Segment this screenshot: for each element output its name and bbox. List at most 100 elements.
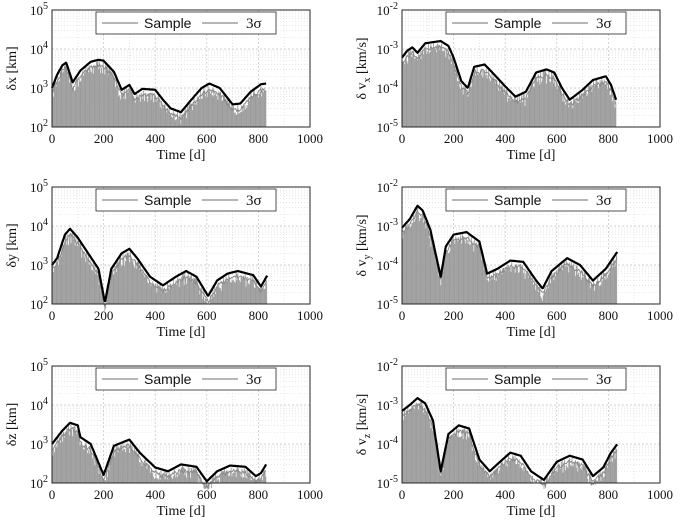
x-tick-label: 600 bbox=[547, 487, 567, 502]
y-tick-label: 104 bbox=[30, 396, 48, 413]
x-tick-label: 800 bbox=[599, 308, 619, 323]
legend-box bbox=[445, 367, 627, 391]
x-tick-label: 800 bbox=[249, 131, 269, 146]
y-tick-label: 10-5 bbox=[377, 474, 398, 491]
panel-dvz: 0 200 400 600 800 1000 10-5 10-4 10-3 10-2 Time [d… bbox=[355, 357, 673, 519]
legend-label-sample: Sample bbox=[144, 371, 192, 387]
x-tick-label: 1000 bbox=[297, 131, 323, 146]
y-axis-label: δx [km] bbox=[5, 46, 20, 90]
series-3sigma-line bbox=[51, 421, 268, 483]
legend-label-3sigma: 3σ bbox=[596, 372, 612, 388]
x-tick-label: 800 bbox=[599, 131, 619, 146]
axes-box bbox=[51, 186, 311, 305]
x-tick-label: 600 bbox=[197, 487, 217, 502]
x-tick-label: 400 bbox=[145, 487, 165, 502]
y-tick-label: 104 bbox=[30, 217, 48, 234]
x-tick-label: 200 bbox=[444, 308, 464, 323]
panel-dz: 0 200 400 600 800 1000 102 103 104 105 Time [d] δz … bbox=[5, 357, 323, 519]
legend-label-sample: Sample bbox=[494, 15, 542, 31]
x-tick-label: 0 bbox=[399, 131, 406, 146]
axes-box bbox=[401, 365, 661, 484]
axes-box bbox=[401, 186, 661, 305]
x-axis-label: Time [d] bbox=[507, 148, 556, 163]
y-axis-label: δ vx [km/s] bbox=[355, 37, 373, 99]
y-tick-label: 10-2 bbox=[377, 357, 398, 374]
x-tick-label: 600 bbox=[547, 308, 567, 323]
x-tick-label: 200 bbox=[94, 487, 114, 502]
y-tick-label: 10-5 bbox=[377, 295, 398, 312]
series-sample bbox=[401, 207, 618, 304]
x-tick-label: 0 bbox=[49, 487, 56, 502]
legend-label-sample: Sample bbox=[144, 192, 192, 208]
x-axis-label: Time [d] bbox=[507, 504, 556, 519]
y-tick-label: 10-2 bbox=[377, 178, 398, 195]
x-tick-label: 400 bbox=[495, 487, 515, 502]
y-axis-label: δ vy [km/s] bbox=[355, 214, 373, 276]
legend-label-sample: Sample bbox=[494, 192, 542, 208]
x-axis-label: Time [d] bbox=[157, 325, 206, 340]
x-tick-label: 0 bbox=[49, 308, 56, 323]
y-tick-label: 10-5 bbox=[377, 118, 398, 135]
y-tick-label: 105 bbox=[30, 1, 48, 18]
y-tick-label: 104 bbox=[30, 40, 48, 57]
series-3sigma-line bbox=[401, 397, 619, 481]
legend: Sample 3σ bbox=[95, 188, 277, 212]
axes-box bbox=[51, 365, 311, 484]
y-tick-label: 105 bbox=[30, 357, 48, 374]
y-tick-label: 10-3 bbox=[377, 217, 398, 234]
x-tick-label: 400 bbox=[145, 131, 165, 146]
x-tick-label: 200 bbox=[94, 308, 114, 323]
x-tick-label: 600 bbox=[197, 308, 217, 323]
x-tick-label: 1000 bbox=[297, 308, 323, 323]
y-tick-label: 10-3 bbox=[377, 396, 398, 413]
legend: Sample 3σ bbox=[445, 11, 627, 35]
x-tick-label: 400 bbox=[495, 308, 515, 323]
x-tick-label: 200 bbox=[444, 131, 464, 146]
x-axis-label: Time [d] bbox=[157, 504, 206, 519]
y-tick-label: 102 bbox=[30, 118, 48, 135]
series-3sigma-line bbox=[51, 227, 269, 303]
x-tick-label: 600 bbox=[197, 131, 217, 146]
series-3sigma-line bbox=[401, 39, 618, 101]
legend-label-sample: Sample bbox=[144, 15, 192, 31]
x-tick-label: 400 bbox=[145, 308, 165, 323]
legend-label-sample: Sample bbox=[494, 371, 542, 387]
series-sample bbox=[401, 42, 617, 127]
y-tick-label: 10-3 bbox=[377, 40, 398, 57]
y-tick-label: 103 bbox=[30, 435, 48, 452]
x-tick-label: 1000 bbox=[647, 131, 673, 146]
y-tick-label: 102 bbox=[30, 295, 48, 312]
y-tick-label: 102 bbox=[30, 474, 48, 491]
legend: Sample 3σ bbox=[445, 367, 627, 391]
series-3sigma-line bbox=[401, 204, 619, 290]
legend-box bbox=[95, 188, 277, 212]
y-tick-label: 10-2 bbox=[377, 1, 398, 18]
x-tick-label: 1000 bbox=[647, 487, 673, 502]
y-tick-label: 105 bbox=[30, 178, 48, 195]
legend: Sample 3σ bbox=[95, 11, 277, 35]
sample-line bbox=[401, 208, 618, 293]
x-tick-label: 0 bbox=[399, 487, 406, 502]
x-tick-label: 1000 bbox=[647, 308, 673, 323]
sample-line bbox=[401, 44, 617, 107]
panel-dvx: 0 200 400 600 800 1000 10-5 10-4 10-3 10-2 Time [d… bbox=[355, 1, 673, 163]
series-sample bbox=[51, 231, 268, 311]
legend-label-3sigma: 3σ bbox=[246, 16, 262, 32]
x-axis-label: Time [d] bbox=[507, 325, 556, 340]
axes-box bbox=[51, 9, 311, 128]
legend-label-3sigma: 3σ bbox=[596, 193, 612, 209]
panel-dy: 0 200 400 600 800 1000 102 103 104 105 Time [d] δy … bbox=[5, 178, 323, 340]
x-tick-label: 800 bbox=[599, 487, 619, 502]
y-tick-label: 103 bbox=[30, 79, 48, 96]
panel-dvy: 0 200 400 600 800 1000 10-5 10-4 10-3 10-2 Time [d… bbox=[355, 178, 673, 340]
sample-line bbox=[51, 62, 266, 121]
series-3sigma-line bbox=[50, 58, 267, 114]
legend-box bbox=[95, 367, 277, 391]
axes-box bbox=[401, 9, 661, 128]
x-axis-label: Time [d] bbox=[157, 148, 206, 163]
y-tick-label: 10-4 bbox=[377, 256, 398, 273]
legend-box bbox=[445, 188, 627, 212]
x-tick-label: 200 bbox=[444, 487, 464, 502]
x-tick-label: 800 bbox=[249, 308, 269, 323]
